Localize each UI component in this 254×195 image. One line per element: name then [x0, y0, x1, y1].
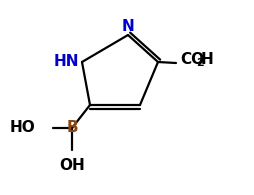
Text: 2: 2: [195, 58, 203, 68]
Text: N: N: [121, 19, 134, 34]
Text: HN: HN: [53, 54, 79, 69]
Text: B: B: [66, 121, 77, 136]
Text: H: H: [200, 52, 213, 67]
Text: OH: OH: [59, 158, 85, 173]
Text: HO: HO: [9, 121, 35, 136]
Text: CO: CO: [179, 52, 203, 67]
